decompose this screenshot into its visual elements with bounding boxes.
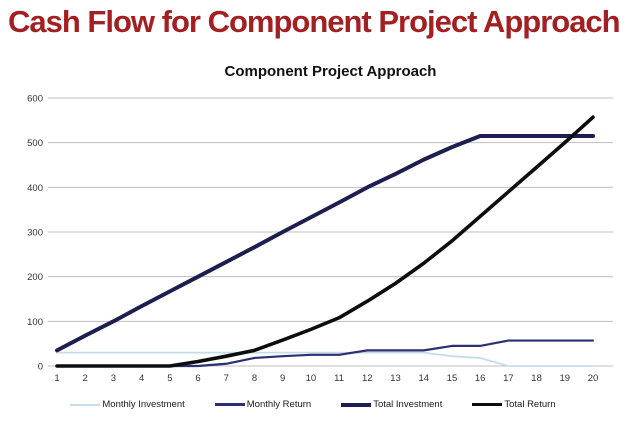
- y-tick-label: 300: [27, 228, 43, 239]
- y-tick-label: 500: [27, 138, 43, 149]
- x-tick-label: 8: [252, 373, 257, 384]
- series-line-total-investment: [55, 133, 595, 353]
- x-tick-label: 4: [139, 373, 144, 384]
- chart-legend: Monthly Investment Monthly Return Total In…: [0, 399, 626, 410]
- y-tick-label: 600: [27, 94, 43, 105]
- legend-swatch-monthly-return: [214, 403, 245, 406]
- x-tick-label: 15: [447, 373, 458, 384]
- legend-label-total-return: Total Return: [504, 399, 556, 410]
- page-title: Cash Flow for Component Project Approach: [8, 4, 621, 39]
- x-tick-label: 9: [280, 373, 285, 384]
- y-tick-label: 100: [27, 317, 43, 328]
- chart-title: Component Project Approach: [224, 63, 437, 80]
- legend-item-total-return: Total Return: [472, 399, 556, 410]
- x-tick-label: 11: [334, 373, 344, 384]
- x-tick-label: 19: [560, 373, 571, 384]
- x-tick-label: 17: [503, 373, 514, 384]
- series-line-total-return: [55, 115, 595, 368]
- x-tick-label: 16: [475, 373, 486, 384]
- x-tick-label: 5: [167, 373, 172, 384]
- series-line-monthly-investment: [56, 351, 594, 367]
- x-tick-label: 1: [54, 373, 59, 384]
- legend-item-total-investment: Total Investment: [341, 399, 442, 410]
- y-tick-label: 0: [38, 362, 43, 373]
- x-tick-label: 2: [83, 373, 88, 384]
- legend-item-monthly-investment: Monthly Investment: [70, 399, 185, 410]
- x-tick-label: 3: [111, 373, 116, 384]
- legend-label-monthly-return: Monthly Return: [246, 399, 312, 410]
- y-tick-label: 400: [27, 183, 43, 194]
- legend-swatch-total-investment: [341, 402, 372, 407]
- x-tick-label: 6: [195, 373, 200, 384]
- legend-label-total-investment: Total Investment: [373, 399, 443, 410]
- legend-swatch-total-return: [472, 402, 503, 407]
- legend-item-monthly-return: Monthly Return: [214, 399, 312, 410]
- x-tick-label: 7: [224, 373, 229, 384]
- x-tick-label: 14: [418, 373, 429, 384]
- legend-label-monthly-investment: Monthly Investment: [102, 399, 185, 410]
- x-tick-label: 18: [531, 373, 542, 384]
- legend-swatch-monthly-investment: [70, 403, 101, 406]
- y-tick-label: 200: [27, 272, 43, 283]
- x-tick-label: 13: [390, 373, 401, 384]
- x-tick-label: 10: [306, 373, 317, 384]
- x-tick-label: 12: [362, 373, 373, 384]
- x-tick-label: 20: [588, 373, 599, 384]
